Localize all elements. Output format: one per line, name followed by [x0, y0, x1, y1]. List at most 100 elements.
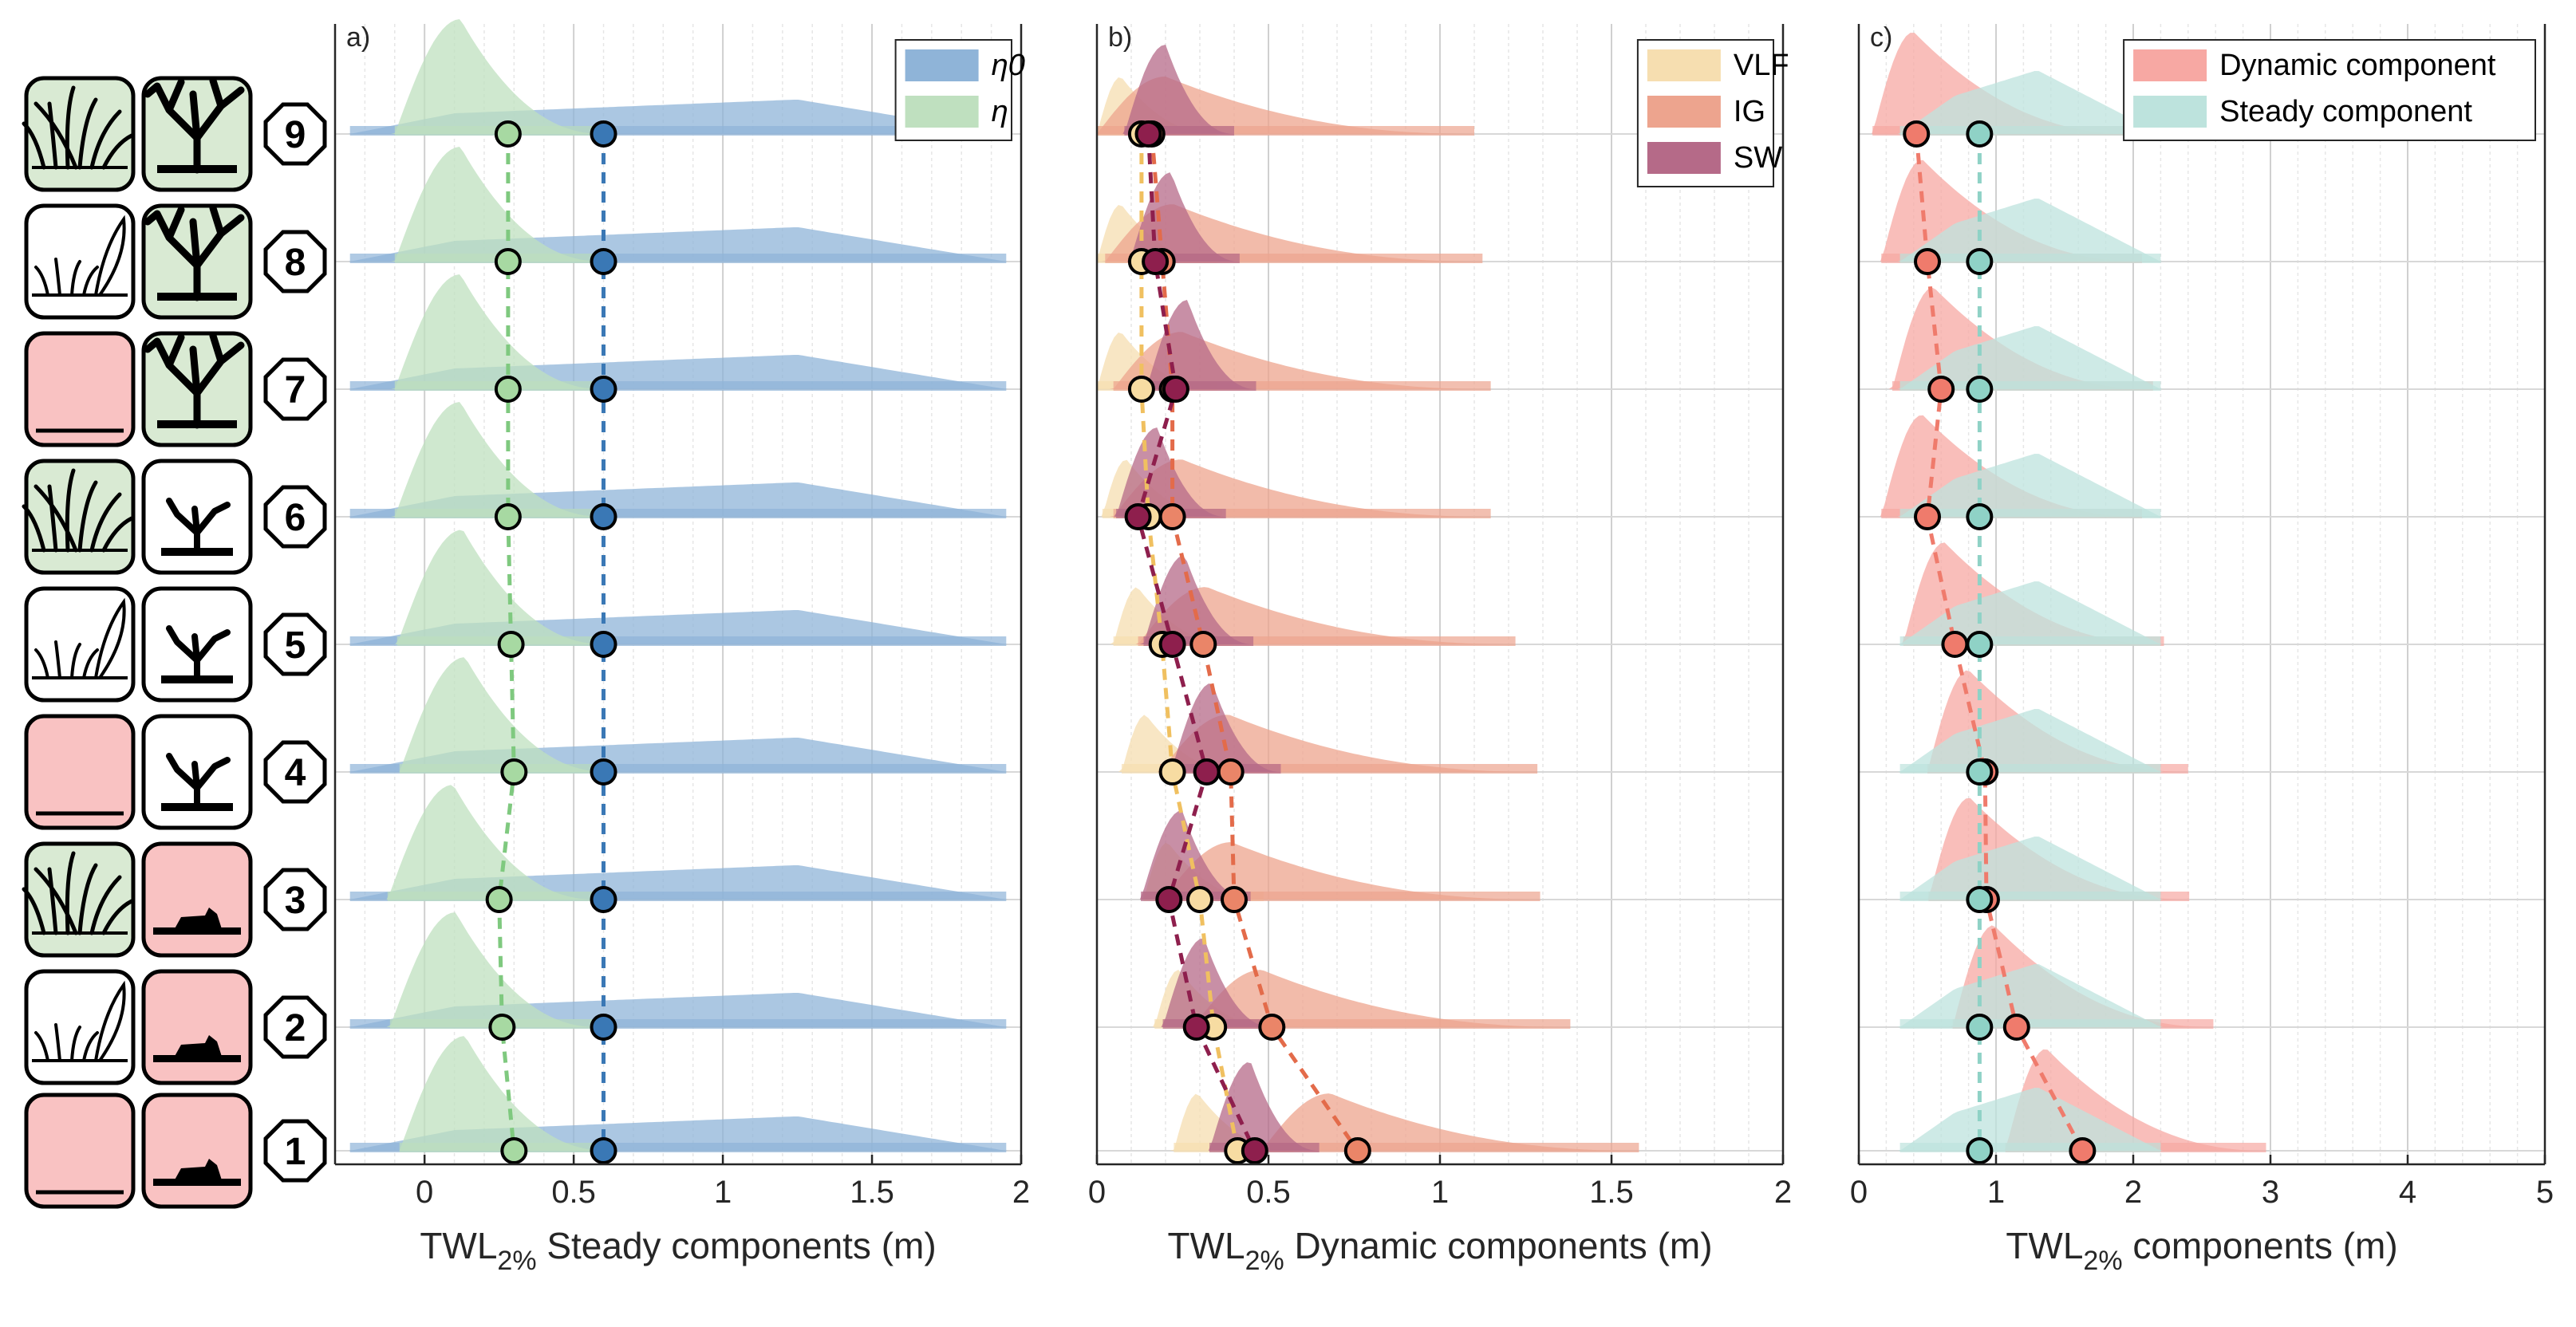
median-lines — [1914, 133, 2085, 1152]
dune-icon — [24, 714, 136, 830]
grass-blade — [82, 648, 99, 679]
grass-blade — [47, 867, 58, 935]
legend-swatch — [905, 96, 979, 128]
densities — [1859, 33, 2545, 1152]
grass-blade — [34, 1031, 49, 1062]
reef-base — [157, 165, 237, 173]
reef-base — [161, 675, 233, 683]
density-ig — [1097, 332, 1783, 389]
density-base — [1899, 1143, 2161, 1152]
grass-blade — [65, 851, 76, 935]
grass-blade — [77, 97, 98, 170]
reef-icon — [141, 1093, 253, 1209]
median-marker — [590, 376, 617, 403]
legend-label: SW — [1734, 141, 1782, 175]
median-marker — [500, 1137, 528, 1164]
median-marker — [485, 886, 513, 913]
legend-label: Steady component — [2219, 95, 2472, 128]
panel-3: 0 1 2 3 4 5 TWL2% components (m) c) Dynamic comp… — [1850, 22, 2554, 1276]
density-base — [1899, 254, 2161, 263]
reef-drawing — [161, 498, 233, 556]
grass-blade — [22, 121, 46, 170]
density-η — [335, 1036, 1021, 1151]
median-marker — [590, 758, 617, 786]
x-axis-label: TWL2% Dynamic components (m) — [1167, 1225, 1712, 1276]
scenario-number-badge — [263, 612, 327, 676]
scenario-number: 5 — [285, 624, 306, 667]
scenario-number-badge — [263, 995, 327, 1059]
scenario-number: 3 — [285, 880, 306, 922]
x-tick-label: 4 — [2399, 1175, 2416, 1210]
legend-label: η — [992, 95, 1008, 128]
median-lines — [497, 134, 606, 1152]
median-marker — [1914, 248, 1941, 275]
panel-1: 0 0.5 1 1.5 2 TWL2% Steady components (m) a) η0… — [333, 19, 1030, 1276]
scenario-number-badge — [263, 740, 327, 804]
dead-coral — [173, 908, 223, 931]
reef-base — [153, 1055, 241, 1062]
grass-blade — [77, 863, 98, 935]
scenario-number: 9 — [285, 114, 306, 156]
x-tick-label: 2 — [1012, 1175, 1030, 1210]
median-marker — [590, 120, 617, 148]
scenario-number: 1 — [285, 1131, 306, 1173]
density-base — [1162, 892, 1540, 901]
grass-blade — [47, 101, 58, 170]
dune-drawing — [22, 851, 134, 935]
panel-label: c) — [1870, 22, 1892, 53]
density-steady-component — [1859, 1088, 2545, 1151]
density-base — [1899, 126, 2161, 136]
reef-base — [157, 293, 237, 301]
coral-branches — [166, 498, 231, 556]
legend-label: Dynamic component — [2219, 49, 2496, 82]
grass-blade — [82, 266, 99, 297]
density-η — [335, 912, 1021, 1027]
density-η — [335, 785, 1021, 900]
density-ig — [1097, 587, 1783, 644]
density-base — [1193, 1019, 1571, 1029]
markers — [1124, 120, 1371, 1164]
grass-blade — [89, 492, 122, 553]
median-marker — [2069, 1137, 2097, 1164]
scenario-row: 8 — [24, 203, 327, 320]
reef-drawing — [144, 204, 245, 301]
median-marker — [1966, 886, 1994, 913]
x-tick-label: 1.5 — [1589, 1175, 1634, 1210]
legend-swatch — [1647, 96, 1721, 128]
density-base — [1899, 636, 2161, 646]
x-axis-label: TWL2% Steady components (m) — [420, 1225, 936, 1276]
median-marker — [1186, 886, 1213, 913]
dune-icon — [24, 76, 136, 192]
median-marker — [590, 248, 617, 275]
legend: VLF IG SW — [1636, 39, 1789, 187]
reef-base — [157, 420, 237, 428]
density-steady-component — [1859, 964, 2545, 1027]
coral-branches — [166, 625, 231, 683]
x-axis-label: TWL2% components (m) — [2006, 1225, 2397, 1276]
median-marker — [590, 631, 617, 658]
coral-branches — [144, 204, 245, 301]
grass-blade — [54, 258, 61, 297]
markers — [485, 120, 617, 1164]
reef-drawing — [144, 77, 245, 174]
dune-icon — [24, 331, 136, 447]
scenario-number: 8 — [285, 242, 306, 284]
density-base — [1899, 892, 2161, 901]
dead-coral — [173, 1035, 223, 1059]
legend-swatch — [1647, 49, 1721, 81]
dead-coral — [173, 1159, 223, 1183]
x-tick-label: 5 — [2536, 1175, 2554, 1210]
grass-blade — [34, 867, 78, 935]
density-steady-component — [1859, 837, 2545, 900]
scenario-number: 7 — [285, 369, 306, 411]
dune-icon — [24, 1093, 136, 1209]
scenario-number: 6 — [285, 497, 306, 539]
x-tick-label: 1 — [1987, 1175, 2005, 1210]
median-marker — [590, 503, 617, 530]
reef-base — [153, 927, 241, 935]
grass-blade — [65, 468, 76, 553]
reef-drawing — [153, 908, 241, 935]
leaf — [94, 980, 126, 1062]
legend-swatch — [905, 49, 979, 81]
scenario-row: 9 — [22, 76, 327, 192]
